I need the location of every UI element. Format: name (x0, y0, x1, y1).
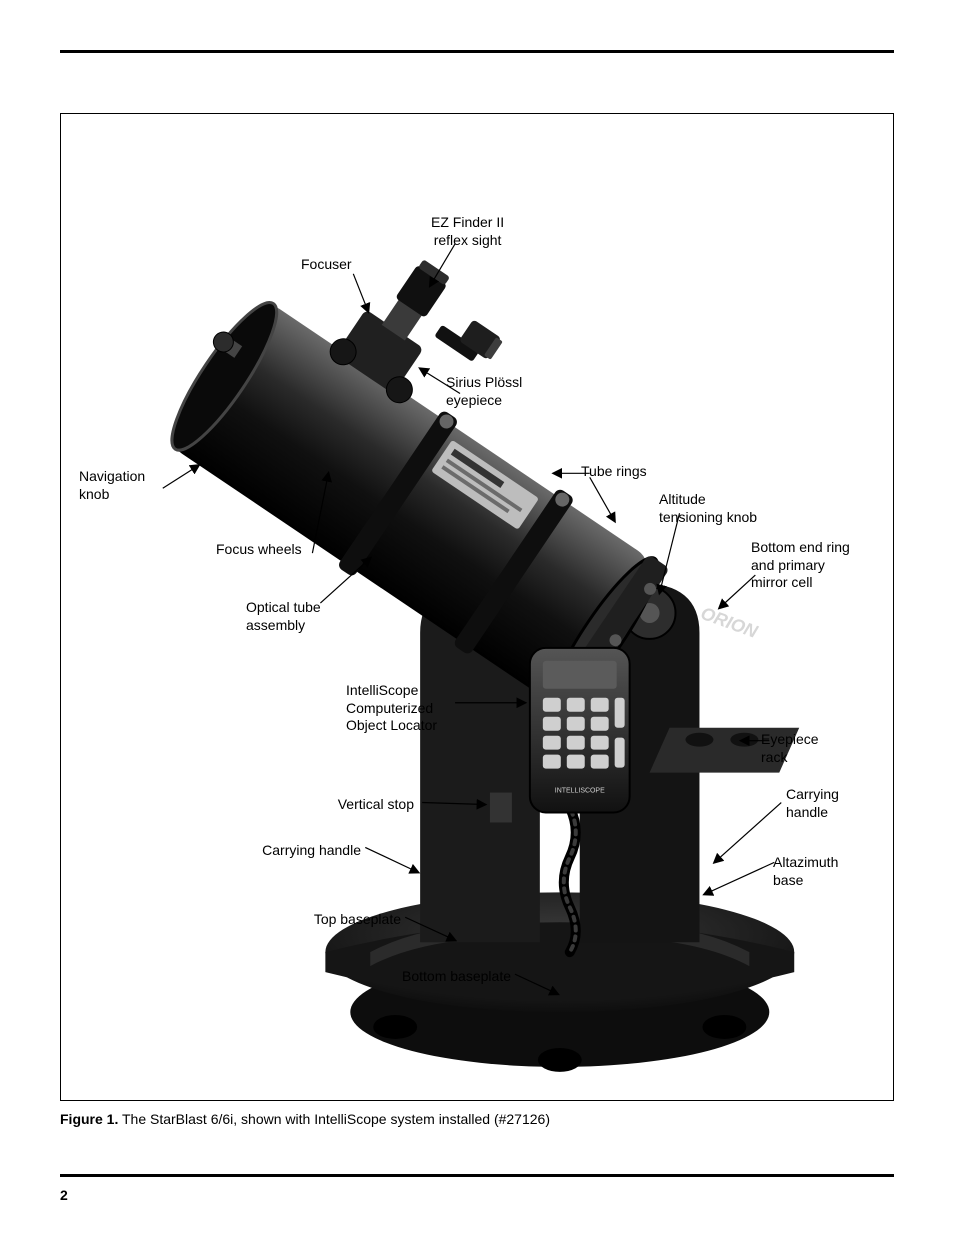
figure-box: INTELLISCOPE ORION (60, 113, 894, 1101)
label-vertstop: Vertical stop (319, 796, 414, 814)
label-carryhandle-right: Carrying handle (786, 786, 839, 821)
label-focuser: Focuser (301, 256, 352, 274)
label-bottomring-l1: Bottom end ring (751, 539, 850, 555)
label-intelli-l2: Computerized (346, 700, 451, 718)
label-sirius: Sirius Plössl eyepiece (446, 374, 522, 409)
label-carry-r-l2: handle (786, 804, 828, 820)
label-ota-l2: assembly (246, 617, 305, 633)
label-bottomring-l3: mirror cell (751, 574, 812, 590)
label-focuswheels: Focus wheels (216, 541, 302, 559)
top-rule (60, 50, 894, 53)
label-sirius-l1: Sirius Plössl (446, 374, 522, 390)
label-topbase: Top baseplate (291, 911, 401, 929)
label-altknob: Altitude tensioning knob (659, 491, 757, 526)
label-altknob-l2: tensioning knob (659, 509, 757, 525)
label-nav-l1: Navigation (79, 468, 159, 486)
bottom-rule (60, 1174, 894, 1177)
caption-text: The StarBlast 6/6i, shown with IntelliSc… (118, 1111, 550, 1127)
label-nav-l2: knob (79, 486, 159, 504)
label-ota-l1: Optical tube (246, 599, 321, 615)
label-ezfinder-l2: reflex sight (434, 232, 502, 248)
label-intelli-l3: Object Locator (346, 717, 451, 735)
label-ezfinder-l1: EZ Finder II (431, 214, 504, 230)
caption-lead: Figure 1. (60, 1111, 118, 1127)
label-altaz-l2: base (773, 872, 803, 888)
label-intelli: IntelliScope Computerized Object Locator (346, 682, 451, 735)
label-sirius-l2: eyepiece (446, 392, 502, 408)
label-bottombase: Bottom baseplate (371, 968, 511, 986)
label-eyepiecerack-l1: Eyepiece (761, 731, 819, 747)
label-ota: Optical tube assembly (246, 599, 321, 634)
arrow-layer (61, 114, 893, 1100)
label-carry-r-l1: Carrying (786, 786, 839, 802)
label-bottomring-l2: and primary (751, 557, 825, 573)
label-altazbase: Altazimuth base (773, 854, 838, 889)
label-altaz-l1: Altazimuth (773, 854, 838, 870)
label-ezfinder: EZ Finder II reflex sight (431, 214, 504, 249)
figure-caption: Figure 1. The StarBlast 6/6i, shown with… (60, 1111, 894, 1127)
page-number: 2 (60, 1187, 68, 1203)
label-eyepiecerack: Eyepiece rack (761, 731, 819, 766)
label-eyepiecerack-l2: rack (761, 749, 787, 765)
label-nav: Navigation knob (79, 468, 159, 503)
label-intelli-l1: IntelliScope (346, 682, 451, 700)
label-altknob-l1: Altitude (659, 491, 706, 507)
label-tuberings: Tube rings (581, 463, 647, 481)
label-carryhandle-left: Carrying handle (231, 842, 361, 860)
label-bottomring: Bottom end ring and primary mirror cell (751, 539, 850, 592)
